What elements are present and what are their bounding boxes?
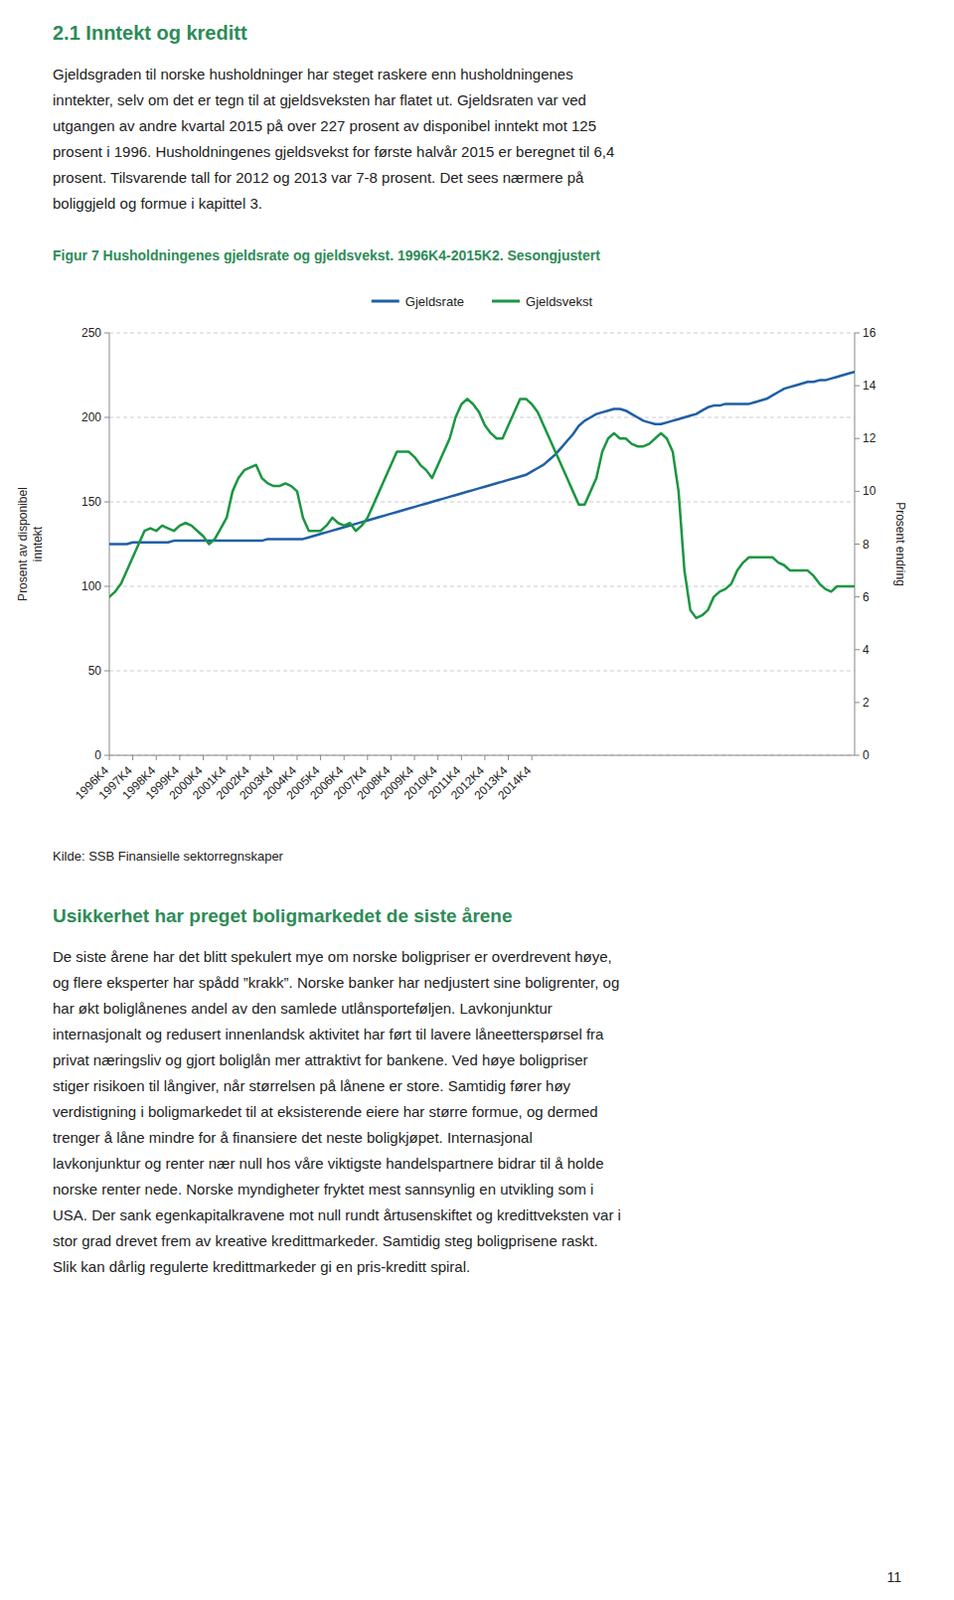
y-tick-label: 50 <box>88 663 103 678</box>
x-tick <box>202 755 204 761</box>
page-number: 11 <box>886 1569 902 1586</box>
footer-text: stor grad drevet frem av kreative kredit… <box>52 1232 599 1250</box>
series-group <box>109 371 855 619</box>
footer-text: privat næringsliv og gjort boliglån mer … <box>52 1051 589 1069</box>
series-line <box>109 398 855 618</box>
x-tick <box>390 755 392 761</box>
grid-line <box>109 332 855 334</box>
x-tick-label: 2014K4 <box>494 763 534 802</box>
x-tick <box>507 755 509 761</box>
y-tick <box>104 332 110 334</box>
x-tick <box>319 755 321 761</box>
x-tick <box>249 755 251 761</box>
footer-text: norske renter nede. Norske myndigheter f… <box>52 1180 594 1198</box>
x-tick <box>226 755 228 761</box>
y2-axis-line <box>854 332 856 756</box>
grid-line <box>109 670 855 672</box>
y2-tick-label: 10 <box>862 483 877 498</box>
source: Kilde: SSB Finansielle sektorregnskaper <box>52 848 285 864</box>
footer-text: lavkonjunktur og renter nær null hos vår… <box>52 1154 604 1172</box>
legend-label: Gjeldsrate <box>405 294 465 310</box>
y-tick <box>104 586 110 588</box>
grid-line <box>109 755 855 757</box>
y2-tick-label: 8 <box>862 537 870 552</box>
y2-tick <box>854 755 860 757</box>
x-tick <box>109 755 111 761</box>
y-tick-label: 200 <box>81 410 102 425</box>
body-text: inntekter, selv om det er tegn til at gj… <box>52 91 587 109</box>
y-tick <box>104 755 110 757</box>
legend-swatch <box>491 300 520 304</box>
y-axis-label-line: inntekt <box>30 525 45 562</box>
y-tick-label: 150 <box>81 494 102 509</box>
y-axis-label-line: Prosent av disponibel <box>15 486 30 602</box>
y2-tick <box>854 385 860 387</box>
y2-axis-label: Prosent endring <box>893 501 908 587</box>
footer-text: Slik kan dårlig regulerte kredittmarkede… <box>52 1258 471 1275</box>
y-tick <box>104 670 110 672</box>
y2-tick-label: 0 <box>862 748 870 763</box>
x-tick <box>483 755 485 761</box>
y2-tick <box>854 332 860 334</box>
footer-text: har økt boliglånenes andel av den samled… <box>52 999 553 1017</box>
footer-text: verdistigning i boligmarkedet til at eks… <box>52 1103 599 1120</box>
y2-tick-label: 6 <box>862 590 870 605</box>
x-tick <box>366 755 368 761</box>
footer-text: og flere eksperter har spådd ”krakk”. No… <box>52 973 620 991</box>
y-axis-label: Prosent av disponibelinntekt <box>15 486 45 602</box>
grid-line <box>109 501 855 503</box>
x-tick <box>132 755 134 761</box>
legend: Gjeldsrate Gjeldsvekst <box>371 294 594 310</box>
x-tick <box>531 755 533 761</box>
footer-text: stiger risikoen til långiver, når større… <box>52 1077 572 1095</box>
series-line <box>109 371 855 544</box>
y2-tick <box>854 490 860 492</box>
chart: 05010015020025002468101214161996K41997K4… <box>15 325 908 802</box>
y2-tick <box>854 648 860 650</box>
x-tick <box>156 755 158 761</box>
body-text: prosent i 1996. Husholdningenes gjeldsve… <box>52 143 615 160</box>
y2-tick-label: 12 <box>862 431 877 446</box>
chart-title: Figur 7 Husholdningenes gjeldsrate og gj… <box>52 247 601 264</box>
footer-heading: Usikkerhet har preget boligmarkedet de s… <box>52 905 513 927</box>
y-tick-label: 100 <box>81 579 102 594</box>
x-tick <box>461 755 463 761</box>
y-tick-label: 250 <box>81 325 102 340</box>
x-tick <box>296 755 298 761</box>
x-tick <box>273 755 275 761</box>
y2-tick <box>854 596 860 598</box>
y2-tick <box>854 701 860 703</box>
body-text: boliggjeld og formue i kapittel 3. <box>52 194 263 212</box>
y2-tick-label: 16 <box>862 325 877 340</box>
y2-tick <box>854 543 860 545</box>
y2-tick <box>854 438 860 440</box>
legend-item: Gjeldsrate <box>371 294 465 310</box>
footer-text: USA. Der sank egenkapitalkravene mot nul… <box>52 1206 622 1224</box>
heading: 2.1 Inntekt og kreditt <box>52 21 248 44</box>
body-text: Gjeldsgraden til norske husholdninger ha… <box>52 65 574 83</box>
x-tick <box>178 755 180 761</box>
legend-swatch <box>371 300 400 304</box>
x-tick <box>437 755 439 761</box>
y2-tick-label: 14 <box>862 378 877 393</box>
y-tick-label: 0 <box>94 748 102 763</box>
legend-label: Gjeldsvekst <box>525 294 594 310</box>
x-axis-line <box>109 755 855 757</box>
footer-text: trenger å låne mindre for å finansiere d… <box>52 1128 533 1146</box>
grid-line <box>109 586 855 588</box>
y2-tick-label: 2 <box>862 695 870 710</box>
y2-tick-label: 4 <box>862 642 870 657</box>
page: 2.1 Inntekt og kreditt Gjeldsgraden til n… <box>0 0 954 1600</box>
y-tick <box>104 417 110 419</box>
footer-text: internasjonalt og redusert innenlandsk a… <box>52 1025 605 1043</box>
x-tick <box>414 755 416 761</box>
x-tick <box>343 755 345 761</box>
body-text: prosent. Tilsvarende tall for 2012 og 20… <box>52 168 585 186</box>
y-tick <box>104 501 110 503</box>
legend-item: Gjeldsvekst <box>491 294 594 310</box>
footer-text: De siste årene har det blitt spekulert m… <box>52 948 613 965</box>
body-text: utgangen av andre kvartal 2015 på over 2… <box>52 117 597 135</box>
